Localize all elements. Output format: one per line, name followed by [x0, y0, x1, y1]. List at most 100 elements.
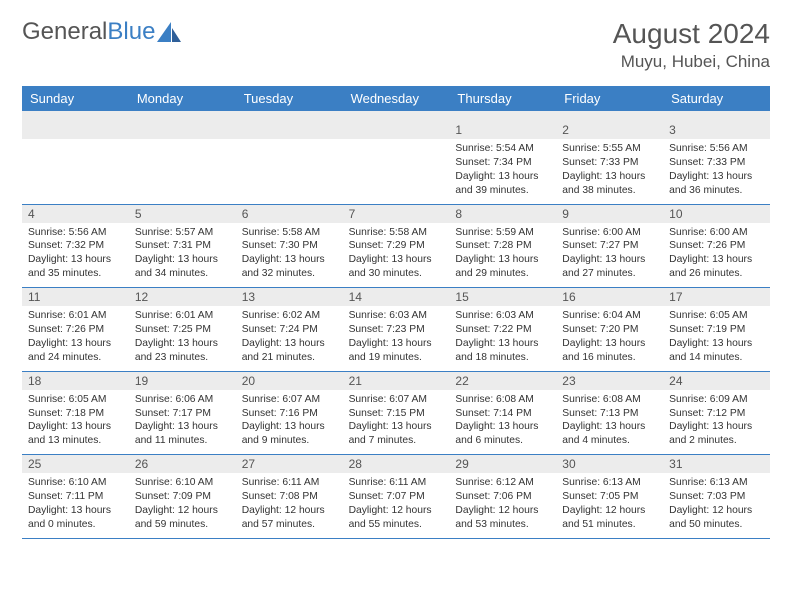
day-number: [22, 121, 129, 139]
day-cell: 10 Sunrise: 6:00 AMSunset: 7:26 PMDayligh…: [663, 205, 770, 288]
day-cell: 27 Sunrise: 6:11 AMSunset: 7:08 PMDayligh…: [236, 455, 343, 538]
day-cell: 18 Sunrise: 6:05 AMSunset: 7:18 PMDayligh…: [22, 372, 129, 455]
day-cell: 20 Sunrise: 6:07 AMSunset: 7:16 PMDayligh…: [236, 372, 343, 455]
day-cell: 14 Sunrise: 6:03 AMSunset: 7:23 PMDayligh…: [343, 288, 450, 371]
day-number: 25: [22, 455, 129, 473]
day-number: 7: [343, 205, 450, 223]
day-number: 26: [129, 455, 236, 473]
day-cell: 30Sunrise: 6:13 AMSunset: 7:05 PMDayligh…: [556, 455, 663, 538]
day-number: 10: [663, 205, 770, 223]
day-info: Sunrise: 6:05 AMSunset: 7:19 PMDaylight:…: [669, 309, 764, 365]
day-number: 9: [556, 205, 663, 223]
sail-icon: [157, 22, 181, 42]
day-info: Sunrise: 6:03 AMSunset: 7:23 PMDaylight:…: [349, 309, 444, 365]
day-cell: 19 Sunrise: 6:06 AMSunset: 7:17 PMDayligh…: [129, 372, 236, 455]
day-cell: 25 Sunrise: 6:10 AMSunset: 7:11 PMDayligh…: [22, 455, 129, 538]
day-cell: [343, 121, 450, 204]
week-row: 18 Sunrise: 6:05 AMSunset: 7:18 PMDayligh…: [22, 372, 770, 456]
day-number: 15: [449, 288, 556, 306]
day-number: 19: [129, 372, 236, 390]
weekday-header: SundayMondayTuesdayWednesdayThursdayFrid…: [22, 86, 770, 111]
location-text: Muyu, Hubei, China: [613, 52, 770, 72]
week-row: 11Sunrise: 6:01 AMSunset: 7:26 PMDayligh…: [22, 288, 770, 372]
day-number: 20: [236, 372, 343, 390]
day-number: 27: [236, 455, 343, 473]
day-cell: 1Sunrise: 5:54 AMSunset: 7:34 PMDaylight…: [449, 121, 556, 204]
day-number: 12: [129, 288, 236, 306]
day-info: Sunrise: 6:12 AMSunset: 7:06 PMDaylight:…: [455, 476, 550, 532]
day-info: Sunrise: 6:11 AMSunset: 7:08 PMDaylight:…: [242, 476, 337, 532]
week-row: 1Sunrise: 5:54 AMSunset: 7:34 PMDaylight…: [22, 121, 770, 205]
day-info: Sunrise: 6:01 AMSunset: 7:26 PMDaylight:…: [28, 309, 123, 365]
day-info: Sunrise: 5:56 AMSunset: 7:33 PMDaylight:…: [669, 142, 764, 198]
day-cell: 8 Sunrise: 5:59 AMSunset: 7:28 PMDaylight…: [449, 205, 556, 288]
day-cell: 17 Sunrise: 6:05 AMSunset: 7:19 PMDayligh…: [663, 288, 770, 371]
day-number: 6: [236, 205, 343, 223]
weekday-thursday: Thursday: [449, 86, 556, 111]
day-info: Sunrise: 5:56 AMSunset: 7:32 PMDaylight:…: [28, 226, 123, 282]
day-cell: 23Sunrise: 6:08 AMSunset: 7:13 PMDayligh…: [556, 372, 663, 455]
day-number: 31: [663, 455, 770, 473]
day-info: Sunrise: 6:11 AMSunset: 7:07 PMDaylight:…: [349, 476, 444, 532]
day-info: Sunrise: 6:10 AMSunset: 7:09 PMDaylight:…: [135, 476, 230, 532]
day-cell: 3 Sunrise: 5:56 AMSunset: 7:33 PMDaylight…: [663, 121, 770, 204]
day-cell: [236, 121, 343, 204]
week-row: 25 Sunrise: 6:10 AMSunset: 7:11 PMDayligh…: [22, 455, 770, 539]
brand-part2: Blue: [107, 18, 155, 46]
day-cell: 4Sunrise: 5:56 AMSunset: 7:32 PMDaylight…: [22, 205, 129, 288]
day-cell: 31 Sunrise: 6:13 AMSunset: 7:03 PMDayligh…: [663, 455, 770, 538]
day-number: 13: [236, 288, 343, 306]
day-info: Sunrise: 6:08 AMSunset: 7:14 PMDaylight:…: [455, 393, 550, 449]
weekday-wednesday: Wednesday: [343, 86, 450, 111]
day-info: Sunrise: 6:02 AMSunset: 7:24 PMDaylight:…: [242, 309, 337, 365]
day-info: Sunrise: 6:07 AMSunset: 7:15 PMDaylight:…: [349, 393, 444, 449]
day-cell: 16Sunrise: 6:04 AMSunset: 7:20 PMDayligh…: [556, 288, 663, 371]
day-info: Sunrise: 6:01 AMSunset: 7:25 PMDaylight:…: [135, 309, 230, 365]
day-cell: 5Sunrise: 5:57 AMSunset: 7:31 PMDaylight…: [129, 205, 236, 288]
day-number: 22: [449, 372, 556, 390]
weekday-monday: Monday: [129, 86, 236, 111]
day-number: 24: [663, 372, 770, 390]
day-info: Sunrise: 6:13 AMSunset: 7:03 PMDaylight:…: [669, 476, 764, 532]
day-cell: 13 Sunrise: 6:02 AMSunset: 7:24 PMDayligh…: [236, 288, 343, 371]
day-number: 2: [556, 121, 663, 139]
day-cell: 15Sunrise: 6:03 AMSunset: 7:22 PMDayligh…: [449, 288, 556, 371]
day-cell: [129, 121, 236, 204]
day-cell: 21 Sunrise: 6:07 AMSunset: 7:15 PMDayligh…: [343, 372, 450, 455]
day-number: 23: [556, 372, 663, 390]
calendar-grid: 1Sunrise: 5:54 AMSunset: 7:34 PMDaylight…: [22, 121, 770, 539]
day-number: 29: [449, 455, 556, 473]
day-cell: 29 Sunrise: 6:12 AMSunset: 7:06 PMDayligh…: [449, 455, 556, 538]
day-number: 3: [663, 121, 770, 139]
brand-logo: GeneralBlue: [22, 18, 181, 46]
weekday-sunday: Sunday: [22, 86, 129, 111]
day-number: 8: [449, 205, 556, 223]
day-info: Sunrise: 6:06 AMSunset: 7:17 PMDaylight:…: [135, 393, 230, 449]
weekday-tuesday: Tuesday: [236, 86, 343, 111]
day-cell: 6Sunrise: 5:58 AMSunset: 7:30 PMDaylight…: [236, 205, 343, 288]
day-cell: 9 Sunrise: 6:00 AMSunset: 7:27 PMDaylight…: [556, 205, 663, 288]
day-number: [343, 121, 450, 139]
month-title: August 2024: [613, 18, 770, 50]
day-number: [129, 121, 236, 139]
day-number: 5: [129, 205, 236, 223]
day-number: [236, 121, 343, 139]
day-number: 16: [556, 288, 663, 306]
day-info: Sunrise: 6:05 AMSunset: 7:18 PMDaylight:…: [28, 393, 123, 449]
day-info: Sunrise: 6:10 AMSunset: 7:11 PMDaylight:…: [28, 476, 123, 532]
day-number: 18: [22, 372, 129, 390]
day-info: Sunrise: 6:00 AMSunset: 7:27 PMDaylight:…: [562, 226, 657, 282]
day-info: Sunrise: 5:58 AMSunset: 7:29 PMDaylight:…: [349, 226, 444, 282]
day-number: 21: [343, 372, 450, 390]
day-info: Sunrise: 5:55 AMSunset: 7:33 PMDaylight:…: [562, 142, 657, 198]
day-number: 14: [343, 288, 450, 306]
day-cell: 2 Sunrise: 5:55 AMSunset: 7:33 PMDaylight…: [556, 121, 663, 204]
day-info: Sunrise: 6:00 AMSunset: 7:26 PMDaylight:…: [669, 226, 764, 282]
day-cell: 24Sunrise: 6:09 AMSunset: 7:12 PMDayligh…: [663, 372, 770, 455]
day-cell: [22, 121, 129, 204]
day-number: 17: [663, 288, 770, 306]
day-info: Sunrise: 5:59 AMSunset: 7:28 PMDaylight:…: [455, 226, 550, 282]
day-info: Sunrise: 6:07 AMSunset: 7:16 PMDaylight:…: [242, 393, 337, 449]
header: GeneralBlue August 2024 Muyu, Hubei, Chi…: [22, 18, 770, 72]
day-info: Sunrise: 6:13 AMSunset: 7:05 PMDaylight:…: [562, 476, 657, 532]
